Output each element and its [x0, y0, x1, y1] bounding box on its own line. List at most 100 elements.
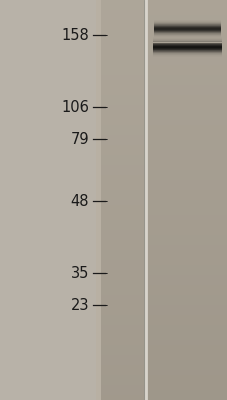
- Bar: [95, 65, 144, 70]
- Bar: [146, 85, 227, 90]
- Bar: [95, 240, 101, 245]
- Bar: [146, 190, 227, 195]
- Text: —: —: [94, 101, 107, 114]
- Bar: [95, 260, 101, 265]
- Bar: [146, 55, 227, 60]
- Bar: [95, 155, 144, 160]
- Bar: [95, 20, 101, 25]
- Bar: [95, 310, 144, 315]
- Bar: [95, 110, 101, 115]
- Bar: [146, 275, 227, 280]
- Bar: [95, 120, 101, 125]
- Bar: [95, 335, 144, 340]
- Bar: [95, 35, 144, 40]
- Bar: [95, 360, 101, 365]
- Bar: [146, 70, 227, 75]
- Bar: [95, 40, 101, 45]
- Bar: [95, 320, 101, 325]
- Bar: [95, 160, 144, 165]
- Bar: [146, 30, 227, 35]
- Bar: [95, 325, 101, 330]
- Bar: [95, 50, 144, 55]
- Bar: [95, 165, 144, 170]
- Bar: [95, 295, 144, 300]
- Bar: [95, 185, 144, 190]
- Bar: [146, 385, 227, 390]
- Bar: [95, 145, 101, 150]
- Bar: [146, 250, 227, 255]
- Bar: [95, 85, 144, 90]
- Bar: [146, 150, 227, 155]
- Bar: [95, 340, 144, 345]
- Bar: [95, 220, 144, 225]
- Bar: [95, 300, 101, 305]
- Bar: [146, 5, 227, 10]
- Bar: [95, 135, 101, 140]
- Bar: [95, 370, 101, 375]
- Bar: [95, 285, 144, 290]
- Text: 48: 48: [70, 194, 89, 209]
- Bar: [95, 5, 101, 10]
- Bar: [146, 140, 227, 145]
- Bar: [95, 90, 144, 95]
- Bar: [146, 325, 227, 330]
- Bar: [95, 205, 101, 210]
- Bar: [95, 245, 101, 250]
- Bar: [95, 395, 144, 400]
- Bar: [95, 130, 101, 135]
- Bar: [95, 390, 101, 395]
- Bar: [146, 320, 227, 325]
- Bar: [146, 335, 227, 340]
- Bar: [146, 355, 227, 360]
- Bar: [95, 330, 101, 335]
- Bar: [95, 70, 144, 75]
- Bar: [95, 275, 101, 280]
- Bar: [95, 345, 101, 350]
- Text: 158: 158: [61, 28, 89, 43]
- Bar: [95, 45, 101, 50]
- Bar: [95, 95, 101, 100]
- Bar: [95, 270, 144, 275]
- Bar: [95, 295, 101, 300]
- Bar: [146, 175, 227, 180]
- Bar: [95, 165, 101, 170]
- Bar: [95, 200, 144, 205]
- Bar: [146, 350, 227, 355]
- Bar: [95, 230, 101, 235]
- Text: —: —: [94, 299, 107, 312]
- Bar: [95, 140, 144, 145]
- Bar: [146, 245, 227, 250]
- Bar: [95, 390, 144, 395]
- Bar: [95, 315, 101, 320]
- Bar: [95, 135, 144, 140]
- Bar: [146, 310, 227, 315]
- Bar: [95, 180, 101, 185]
- Bar: [146, 315, 227, 320]
- Bar: [146, 270, 227, 275]
- Bar: [146, 210, 227, 215]
- Bar: [146, 60, 227, 65]
- Bar: [146, 65, 227, 70]
- Bar: [95, 25, 144, 30]
- Bar: [95, 380, 101, 385]
- Bar: [95, 210, 101, 215]
- Bar: [146, 95, 227, 100]
- Bar: [146, 160, 227, 165]
- Bar: [95, 175, 144, 180]
- Bar: [146, 115, 227, 120]
- Bar: [146, 170, 227, 175]
- Bar: [95, 80, 101, 85]
- Bar: [95, 70, 101, 75]
- Bar: [95, 340, 101, 345]
- Bar: [95, 105, 101, 110]
- Bar: [95, 100, 101, 105]
- Bar: [95, 215, 144, 220]
- Bar: [95, 210, 144, 215]
- Bar: [95, 270, 101, 275]
- Bar: [95, 195, 144, 200]
- Bar: [95, 395, 101, 400]
- Bar: [95, 90, 101, 95]
- Bar: [146, 50, 227, 55]
- Bar: [95, 50, 101, 55]
- Bar: [95, 115, 144, 120]
